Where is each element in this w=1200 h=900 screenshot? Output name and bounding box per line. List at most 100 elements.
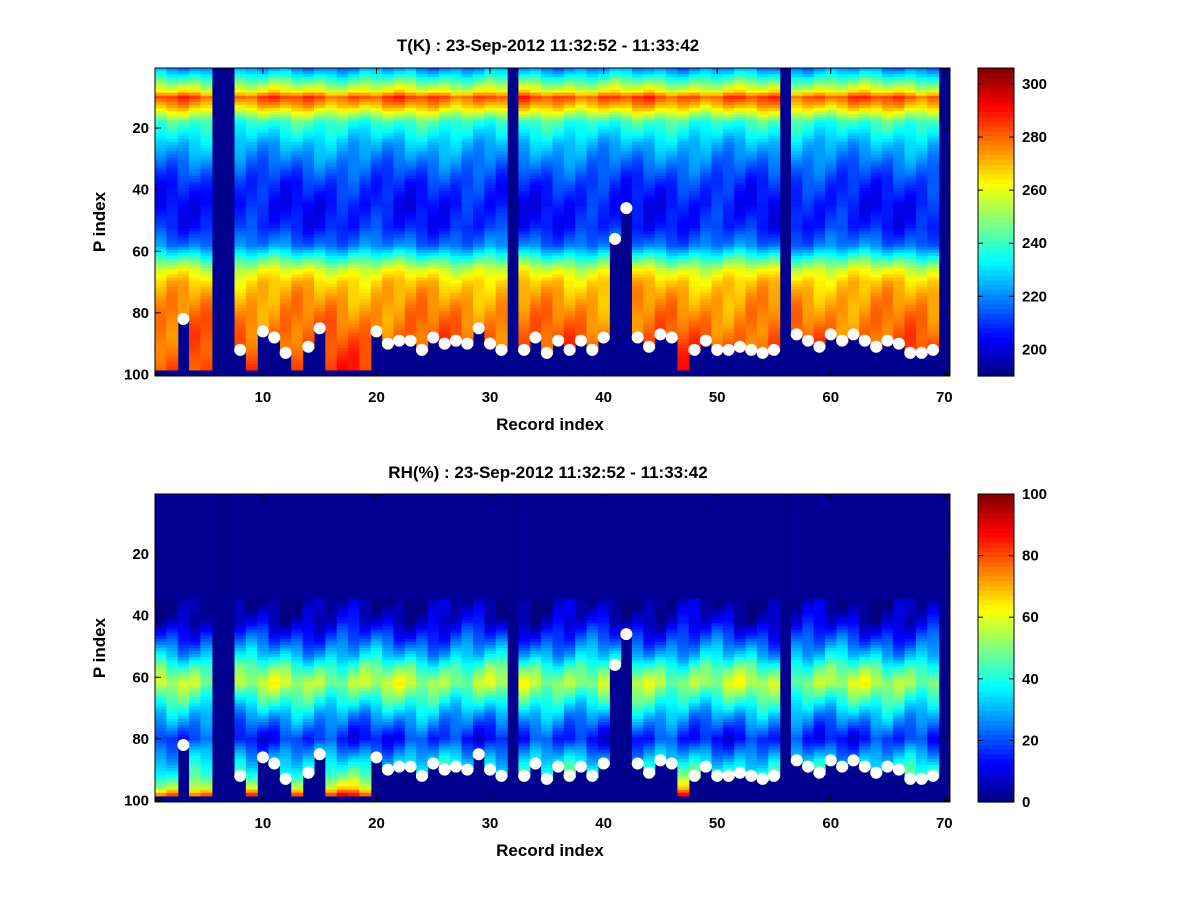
temperature-cell bbox=[734, 163, 747, 168]
temperature-cell bbox=[734, 206, 747, 211]
temperature-cell bbox=[325, 299, 338, 303]
temperature-cell bbox=[734, 308, 747, 312]
temperature-cell bbox=[813, 151, 826, 155]
temperature-cell bbox=[200, 175, 213, 180]
temperature-cell bbox=[734, 92, 747, 97]
temperature-cell bbox=[279, 302, 292, 306]
temperature-cell bbox=[404, 206, 417, 211]
temperature-cell bbox=[813, 138, 826, 143]
temperature-cell bbox=[632, 160, 644, 165]
temperature-cell bbox=[234, 185, 247, 189]
temperature-cell bbox=[302, 104, 315, 109]
temperature-cell bbox=[393, 255, 406, 260]
temperature-cell bbox=[461, 126, 474, 131]
temperature-cell bbox=[484, 104, 497, 109]
temperature-cell bbox=[336, 209, 349, 214]
temperature-cell bbox=[700, 234, 713, 238]
temperature-cell bbox=[722, 74, 735, 78]
temperature-cell bbox=[813, 299, 826, 303]
temperature-cell bbox=[325, 98, 338, 103]
temperature-cell bbox=[768, 212, 781, 217]
temperature-cell bbox=[155, 366, 167, 371]
temperature-cell bbox=[200, 289, 213, 294]
temperature-cell bbox=[166, 305, 179, 309]
temperature-cell bbox=[666, 215, 679, 220]
temperature-column-9 bbox=[245, 68, 258, 371]
temperature-cell bbox=[177, 197, 190, 202]
temperature-cell bbox=[359, 299, 372, 303]
temperature-cell bbox=[348, 108, 361, 112]
temperature-cell bbox=[245, 138, 258, 143]
temperature-cell bbox=[756, 283, 769, 288]
temperature-cell bbox=[291, 243, 304, 248]
temperature-cell bbox=[336, 194, 349, 198]
temperature-cell bbox=[643, 240, 656, 245]
temperature-cell bbox=[586, 268, 599, 272]
temperature-cell bbox=[802, 258, 815, 263]
temperature-column-47 bbox=[677, 68, 690, 371]
temperature-cell bbox=[643, 169, 656, 174]
temperature-cell bbox=[722, 262, 735, 266]
temperature-cell bbox=[245, 71, 258, 75]
temperature-cell bbox=[745, 234, 758, 238]
temperature-cell bbox=[802, 141, 815, 146]
temperature-cell bbox=[529, 302, 542, 306]
temperature-cell bbox=[495, 163, 508, 168]
temperature-cell bbox=[404, 200, 417, 205]
temperature-cell bbox=[484, 286, 497, 291]
temperature-cell bbox=[382, 234, 395, 238]
temperature-cell bbox=[234, 262, 247, 266]
temperature-cell bbox=[382, 277, 395, 282]
temperature-cell bbox=[552, 218, 565, 223]
temperature-cell bbox=[279, 225, 292, 229]
temperature-cell bbox=[484, 141, 497, 146]
temperature-cell bbox=[575, 68, 588, 72]
temperature-cell bbox=[302, 89, 315, 94]
temperature-cell bbox=[302, 317, 315, 322]
temperature-cell bbox=[643, 172, 656, 177]
temperature-cell bbox=[745, 188, 758, 192]
temperature-cell bbox=[563, 292, 576, 297]
temperature-cell bbox=[348, 129, 361, 134]
temperature-cell bbox=[473, 305, 485, 309]
temperature-cell bbox=[791, 181, 803, 186]
temperature-cell bbox=[575, 258, 588, 263]
temperature-cell bbox=[359, 74, 372, 78]
temperature-cell bbox=[461, 258, 474, 263]
temperature-cell bbox=[518, 212, 531, 217]
temperature-cell bbox=[620, 135, 633, 140]
temperature-cell bbox=[768, 89, 781, 94]
temperature-cell bbox=[189, 246, 202, 251]
temperature-cell bbox=[166, 181, 179, 186]
temperature-cell bbox=[155, 354, 167, 359]
temperature-cell bbox=[802, 280, 815, 285]
temperature-cell bbox=[166, 92, 179, 97]
temperature-cell bbox=[257, 265, 270, 269]
temperature-cell bbox=[336, 231, 349, 235]
temperature-cell bbox=[552, 228, 565, 232]
temperature-cell bbox=[666, 74, 679, 78]
temperature-cell bbox=[756, 114, 769, 118]
temperature-cell bbox=[745, 218, 758, 223]
temperature-cell bbox=[461, 129, 474, 134]
temperature-cell bbox=[632, 172, 644, 177]
temperature-cell bbox=[552, 181, 565, 186]
temperature-cell bbox=[473, 252, 485, 257]
temperature-cell bbox=[302, 237, 315, 242]
temperature-cell bbox=[291, 178, 304, 183]
temperature-cell bbox=[416, 271, 429, 275]
temperature-cell bbox=[450, 289, 463, 294]
temperature-cell bbox=[563, 314, 576, 319]
temperature-cell bbox=[711, 120, 724, 125]
temperature-cell bbox=[302, 265, 315, 269]
temperature-cell bbox=[427, 148, 440, 152]
temperature-cell bbox=[166, 209, 179, 214]
temperature-cell bbox=[711, 243, 724, 248]
temperature-cell bbox=[495, 191, 508, 195]
temperature-cell bbox=[711, 163, 724, 168]
temperature-cell bbox=[450, 101, 463, 106]
temperature-cell bbox=[677, 89, 690, 94]
temperature-cell bbox=[382, 108, 395, 112]
temperature-cell bbox=[609, 200, 622, 205]
temperature-cell bbox=[155, 258, 167, 263]
